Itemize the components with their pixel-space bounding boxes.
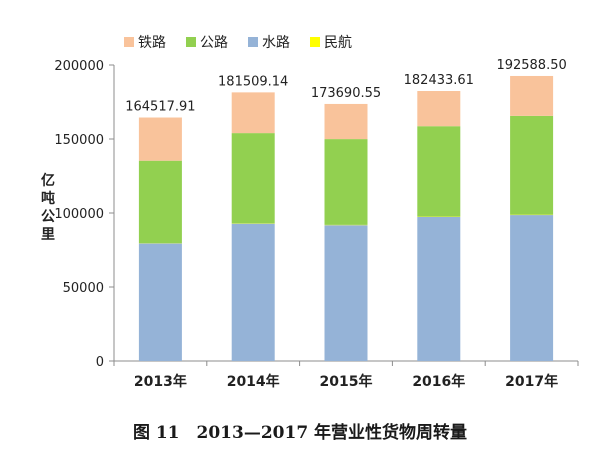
bar-segment-4-公路 — [510, 115, 554, 215]
legend-swatch — [248, 37, 258, 47]
bar-segment-3-公路 — [417, 126, 461, 217]
bar-segment-2-铁路 — [324, 103, 368, 140]
bar-segment-3-铁路 — [417, 90, 461, 127]
bar-total-label: 164517.91 — [125, 100, 195, 115]
y-axis-title-char: 吨 — [41, 190, 55, 207]
legend-swatch — [124, 37, 134, 47]
y-axis-title-char: 亿 — [41, 172, 55, 189]
bar-total-label: 192588.50 — [496, 58, 566, 73]
legend-label: 公路 — [200, 35, 228, 51]
bar-segment-1-水路 — [231, 223, 275, 361]
y-tick-label: 0 — [96, 355, 104, 370]
bar-segment-4-铁路 — [510, 75, 554, 116]
y-tick-label: 50000 — [63, 281, 104, 296]
figure-caption: 图 11 2013—2017 年营业性货物周转量 — [132, 423, 468, 443]
y-axis-title-char: 里 — [41, 227, 55, 243]
y-axis-title-char: 公 — [41, 209, 55, 225]
x-tick-label: 2016年 — [412, 373, 465, 390]
legend-label: 铁路 — [138, 35, 166, 51]
y-tick-label: 150000 — [54, 133, 104, 148]
legend-label: 水路 — [262, 35, 290, 51]
y-tick-label: 100000 — [54, 207, 104, 222]
x-tick-label: 2014年 — [227, 373, 280, 390]
bar-total-label: 181509.14 — [218, 74, 288, 89]
bar-segment-0-铁路 — [138, 117, 182, 161]
bar-segment-2-水路 — [324, 225, 368, 361]
legend-label: 民航 — [324, 35, 352, 51]
x-tick-label: 2017年 — [505, 373, 558, 390]
bar-segment-2-公路 — [324, 139, 368, 225]
y-tick-label: 200000 — [54, 59, 104, 74]
x-tick-label: 2015年 — [320, 373, 373, 390]
bar-segment-1-公路 — [231, 133, 275, 224]
legend-swatch — [186, 37, 196, 47]
legend-swatch — [310, 37, 320, 47]
bar-segment-1-铁路 — [231, 92, 275, 134]
bar-segment-4-水路 — [510, 215, 554, 361]
bar-segment-3-水路 — [417, 216, 461, 361]
bar-total-label: 182433.61 — [404, 73, 474, 88]
bar-segment-0-公路 — [138, 160, 182, 244]
bar-total-label: 173690.55 — [311, 86, 381, 101]
bar-segment-0-水路 — [138, 243, 182, 361]
x-tick-label: 2013年 — [134, 373, 187, 390]
